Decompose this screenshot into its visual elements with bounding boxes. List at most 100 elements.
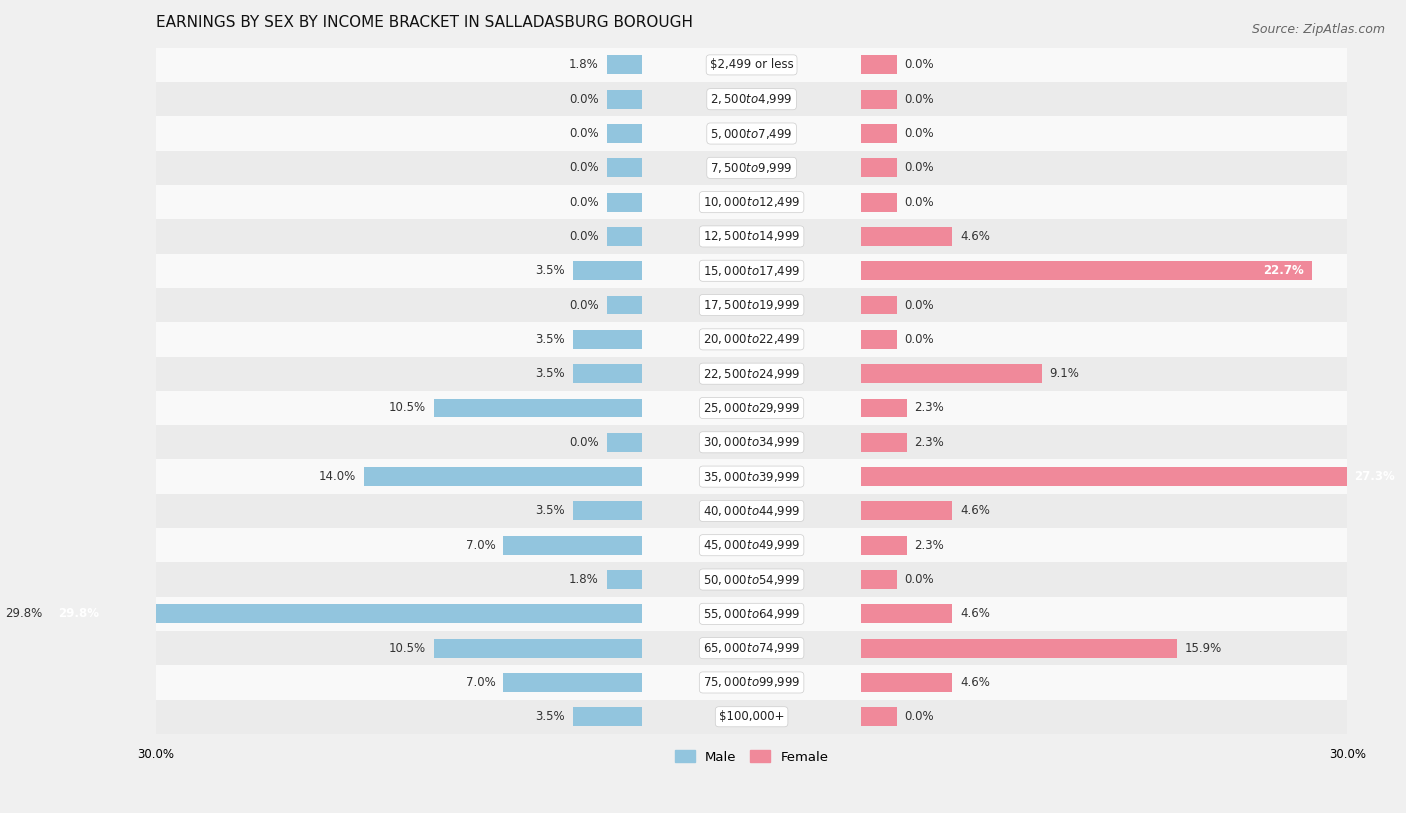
Text: 0.0%: 0.0% (569, 161, 599, 174)
Bar (606, 227, 643, 246)
Text: 0.0%: 0.0% (904, 59, 934, 72)
Bar (860, 124, 897, 143)
Text: 4.6%: 4.6% (960, 230, 990, 243)
Bar (156, 665, 1347, 700)
Text: 15.9%: 15.9% (1185, 641, 1222, 654)
Bar (606, 433, 643, 452)
Bar (156, 288, 1347, 322)
Bar (156, 254, 1347, 288)
Text: 0.0%: 0.0% (904, 127, 934, 140)
Text: 3.5%: 3.5% (536, 504, 565, 517)
Text: 4.6%: 4.6% (960, 676, 990, 689)
Text: 10.5%: 10.5% (388, 641, 426, 654)
Bar (156, 391, 1347, 425)
Bar (572, 330, 643, 349)
Text: 1.8%: 1.8% (569, 573, 599, 586)
Bar (860, 330, 897, 349)
Text: 0.0%: 0.0% (904, 161, 934, 174)
Bar (156, 493, 1347, 528)
Text: $65,000 to $74,999: $65,000 to $74,999 (703, 641, 800, 655)
Text: 0.0%: 0.0% (569, 436, 599, 449)
Text: Source: ZipAtlas.com: Source: ZipAtlas.com (1251, 23, 1385, 36)
Text: 22.7%: 22.7% (1263, 264, 1303, 277)
Bar (156, 425, 1347, 459)
Text: 0.0%: 0.0% (569, 196, 599, 209)
Bar (860, 467, 1403, 486)
Bar (860, 398, 907, 417)
Text: $2,500 to $4,999: $2,500 to $4,999 (710, 92, 793, 107)
Bar (606, 159, 643, 177)
Text: 14.0%: 14.0% (319, 470, 356, 483)
Text: $12,500 to $14,999: $12,500 to $14,999 (703, 229, 800, 243)
Bar (606, 570, 643, 589)
Bar (860, 193, 897, 211)
Text: 0.0%: 0.0% (569, 298, 599, 311)
Bar (860, 639, 1177, 658)
Text: 0.0%: 0.0% (904, 573, 934, 586)
Bar (860, 673, 952, 692)
Text: 3.5%: 3.5% (536, 333, 565, 346)
Text: $17,500 to $19,999: $17,500 to $19,999 (703, 298, 800, 312)
Text: EARNINGS BY SEX BY INCOME BRACKET IN SALLADASBURG BOROUGH: EARNINGS BY SEX BY INCOME BRACKET IN SAL… (156, 15, 693, 30)
Text: 27.3%: 27.3% (1354, 470, 1395, 483)
Text: 3.5%: 3.5% (536, 264, 565, 277)
Text: $100,000+: $100,000+ (718, 711, 785, 724)
Bar (606, 89, 643, 109)
Bar (606, 296, 643, 315)
Bar (572, 502, 643, 520)
Legend: Male, Female: Male, Female (669, 746, 834, 769)
Text: 0.0%: 0.0% (904, 93, 934, 106)
Bar (503, 536, 643, 554)
Text: $45,000 to $49,999: $45,000 to $49,999 (703, 538, 800, 552)
Bar (860, 364, 1042, 383)
Text: $25,000 to $29,999: $25,000 to $29,999 (703, 401, 800, 415)
Bar (860, 261, 1312, 280)
Text: $30,000 to $34,999: $30,000 to $34,999 (703, 435, 800, 450)
Bar (156, 220, 1347, 254)
Bar (156, 150, 1347, 185)
Text: $50,000 to $54,999: $50,000 to $54,999 (703, 572, 800, 586)
Text: 7.0%: 7.0% (465, 539, 495, 552)
Bar (572, 364, 643, 383)
Text: $22,500 to $24,999: $22,500 to $24,999 (703, 367, 800, 380)
Text: $75,000 to $99,999: $75,000 to $99,999 (703, 676, 800, 689)
Bar (572, 261, 643, 280)
Bar (606, 124, 643, 143)
Bar (156, 459, 1347, 493)
Text: $20,000 to $22,499: $20,000 to $22,499 (703, 333, 800, 346)
Text: 29.8%: 29.8% (59, 607, 100, 620)
Text: 10.5%: 10.5% (388, 402, 426, 415)
Bar (156, 597, 1347, 631)
Text: 9.1%: 9.1% (1049, 367, 1080, 380)
Text: $55,000 to $64,999: $55,000 to $64,999 (703, 606, 800, 621)
Bar (860, 89, 897, 109)
Text: $7,500 to $9,999: $7,500 to $9,999 (710, 161, 793, 175)
Text: $2,499 or less: $2,499 or less (710, 59, 793, 72)
Bar (860, 604, 952, 624)
Text: $5,000 to $7,499: $5,000 to $7,499 (710, 127, 793, 141)
Text: 0.0%: 0.0% (904, 711, 934, 724)
Text: 2.3%: 2.3% (914, 539, 945, 552)
Bar (156, 631, 1347, 665)
Bar (434, 639, 643, 658)
Text: 0.0%: 0.0% (904, 333, 934, 346)
Bar (860, 227, 952, 246)
Bar (860, 707, 897, 726)
Text: $35,000 to $39,999: $35,000 to $39,999 (703, 470, 800, 484)
Text: 0.0%: 0.0% (904, 298, 934, 311)
Text: 2.3%: 2.3% (914, 436, 945, 449)
Text: $40,000 to $44,999: $40,000 to $44,999 (703, 504, 800, 518)
Bar (156, 82, 1347, 116)
Text: 4.6%: 4.6% (960, 504, 990, 517)
Bar (572, 707, 643, 726)
Bar (434, 398, 643, 417)
Bar (860, 296, 897, 315)
Text: $15,000 to $17,499: $15,000 to $17,499 (703, 263, 800, 278)
Text: 29.8%: 29.8% (6, 607, 42, 620)
Bar (860, 159, 897, 177)
Text: 0.0%: 0.0% (569, 230, 599, 243)
Bar (860, 502, 952, 520)
Bar (860, 536, 907, 554)
Text: 7.0%: 7.0% (465, 676, 495, 689)
Bar (606, 193, 643, 211)
